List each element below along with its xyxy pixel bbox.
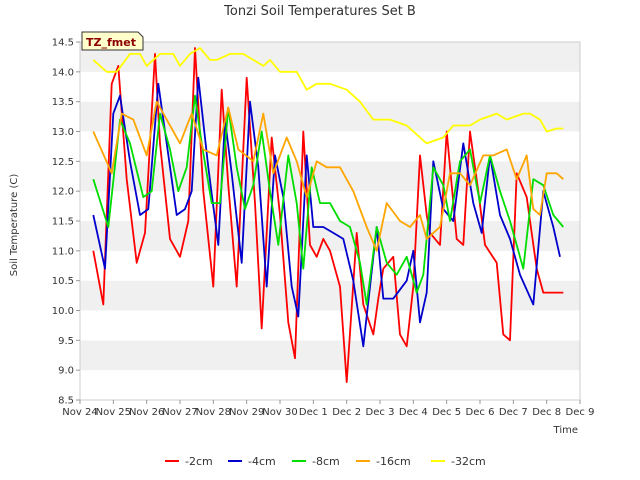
series-lines <box>92 47 564 384</box>
x-tick-label: Nov 25 <box>96 407 131 418</box>
x-tick-label: Nov 26 <box>129 407 164 418</box>
x-tick-label: Dec 4 <box>399 407 428 418</box>
grid-band <box>80 131 580 162</box>
y-axis-ticks: 8.5 9.0 9.5 10.0 10.5 11.0 11.5 12.0 12.5 13.0 13.… <box>52 38 80 407</box>
x-tick-label: Dec 3 <box>366 407 395 418</box>
y-tick-label: 12.0 <box>52 187 74 198</box>
y-tick-label: 10.0 <box>52 306 74 317</box>
series-line-5 <box>92 47 564 145</box>
x-tick-label: Dec 8 <box>532 407 561 418</box>
x-axis-label: Time <box>553 425 578 436</box>
grid-bands <box>80 42 580 400</box>
legend-label: -16cm <box>376 455 411 468</box>
y-tick-label: 11.5 <box>52 217 74 228</box>
grid-band <box>80 221 580 251</box>
y-tick-label: 14.5 <box>52 38 74 49</box>
legend-label: -8cm <box>312 455 340 468</box>
legend-label: -2cm <box>185 455 213 468</box>
series-line-4 <box>92 100 564 252</box>
series-line-1 <box>92 47 564 384</box>
x-tick-label: Nov 28 <box>196 407 231 418</box>
grid-band <box>80 42 580 72</box>
legend-label: -4cm <box>248 455 276 468</box>
x-tick-label: Dec 2 <box>332 407 361 418</box>
x-tick-label: Dec 5 <box>432 407 461 418</box>
x-tick-label: Nov 30 <box>262 407 297 418</box>
legend: -2cm -4cm -8cm -16cm -32cm <box>165 455 486 468</box>
y-tick-label: 14.0 <box>52 67 74 78</box>
y-axis-label: Soil Temperature (C) <box>9 174 20 277</box>
series-line-3 <box>92 94 564 306</box>
grid-band <box>80 71 580 102</box>
series-line-2 <box>92 76 561 348</box>
grid-band <box>80 370 580 400</box>
x-tick-label: Nov 27 <box>162 407 197 418</box>
y-tick-label: 13.5 <box>52 97 74 108</box>
grid-band <box>80 310 580 341</box>
x-tick-label: Dec 6 <box>466 407 495 418</box>
station-badge-label: TZ_fmet <box>86 36 136 49</box>
legend-label: -32cm <box>451 455 486 468</box>
y-tick-label: 8.5 <box>58 396 74 407</box>
y-tick-label: 9.5 <box>58 336 74 347</box>
x-tick-label: Nov 24 <box>62 407 97 418</box>
chart-title: Tonzi Soil Temperatures Set B <box>223 4 416 19</box>
x-tick-label: Dec 9 <box>566 407 595 418</box>
y-tick-label: 9.0 <box>58 366 74 377</box>
x-tick-label: Dec 1 <box>299 407 328 418</box>
grid-band <box>80 250 580 281</box>
station-badge: TZ_fmet <box>81 31 144 51</box>
y-tick-label: 10.5 <box>52 276 74 287</box>
y-tick-label: 12.5 <box>52 157 74 168</box>
grid-band <box>80 340 580 371</box>
y-tick-label: 11.0 <box>52 246 74 257</box>
grid-band <box>80 280 580 311</box>
y-tick-label: 13.0 <box>52 127 74 138</box>
x-tick-label: Dec 7 <box>499 407 528 418</box>
x-tick-label: Nov 29 <box>229 407 264 418</box>
